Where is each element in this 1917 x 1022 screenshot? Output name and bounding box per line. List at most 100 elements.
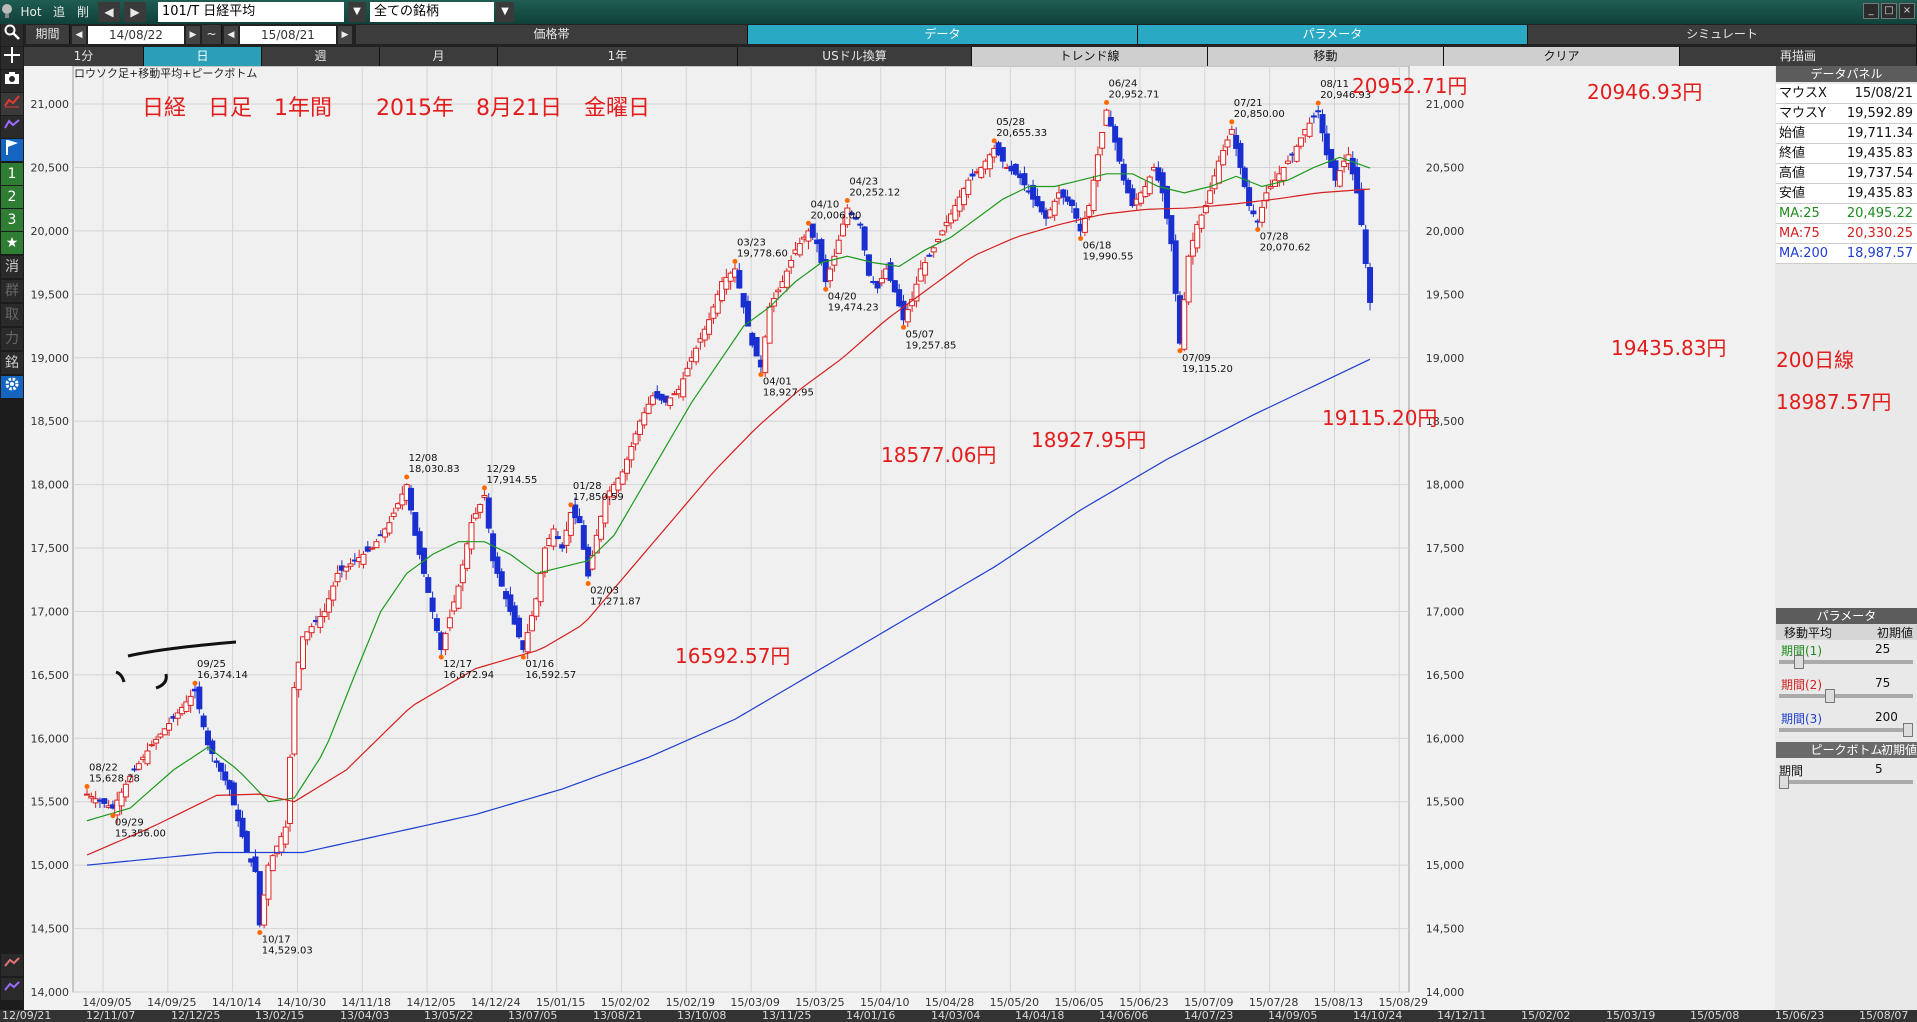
delete-button[interactable]: 削 — [76, 5, 89, 19]
candle-down — [416, 531, 423, 555]
chevron-down-icon[interactable]: ▼ — [496, 2, 514, 22]
candle-down — [425, 577, 432, 593]
ma-period-slider[interactable] — [1779, 655, 1913, 669]
candle-down — [1349, 157, 1356, 175]
line-chart-icon[interactable] — [1, 93, 23, 115]
candle-up — [114, 799, 121, 816]
panel-row-value: 20,495.22 — [1846, 206, 1913, 221]
trendline-button[interactable]: トレンド線 — [972, 47, 1208, 66]
date-navigator[interactable]: 12/09/21 12/11/07 12/12/25 13/02/15 13/04/03… — [0, 1010, 1917, 1022]
universe-select[interactable]: 全ての銘柄 — [370, 2, 494, 22]
search-icon[interactable] — [1, 24, 23, 46]
mini-indicator-icon[interactable] — [1, 978, 23, 1000]
candle-down — [511, 605, 518, 625]
candle-down — [1021, 173, 1028, 186]
peak-date-label: 06/24 — [1109, 79, 1138, 90]
candle-up — [796, 243, 803, 256]
next-arrow-icon[interactable]: ▶ — [124, 2, 146, 22]
navigator-date-label: 13/10/08 — [677, 1010, 727, 1022]
sidebar-item-erase[interactable]: 消 — [1, 256, 23, 278]
gear-icon[interactable] — [1, 376, 23, 398]
date-from-input[interactable]: 14/08/22 — [88, 26, 184, 44]
interval-monthly-button[interactable]: 月 — [380, 47, 498, 66]
candle-down — [887, 262, 894, 281]
panel-title: データパネル — [1776, 66, 1917, 82]
range-1year-button[interactable]: 1年 — [498, 47, 738, 66]
date-to-input[interactable]: 15/08/21 — [240, 26, 336, 44]
interval-1min-button[interactable]: 1分 — [24, 47, 144, 66]
ma-init-button[interactable]: 初期値 — [1876, 626, 1913, 640]
candle-down — [874, 280, 881, 289]
pb-period-slider[interactable] — [1779, 775, 1913, 789]
symbol-select[interactable]: 101/T 日経平均 — [158, 2, 344, 22]
add-button[interactable]: 追 — [52, 5, 65, 19]
tab-parameters[interactable]: パラメータ — [1138, 25, 1528, 44]
prev-arrow-icon[interactable]: ◀ — [72, 26, 86, 44]
main-annotation: 日経 日足 1年間 2015年 8月21日 金曜日 — [142, 96, 650, 121]
sidebar-item-2[interactable]: 2 — [1, 186, 23, 208]
close-icon[interactable]: × — [1899, 3, 1915, 19]
tab-simulate[interactable]: シミュレート — [1528, 25, 1917, 44]
interval-weekly-button[interactable]: 週 — [262, 47, 380, 66]
clear-button[interactable]: クリア — [1444, 47, 1680, 66]
sidebar-item-3[interactable]: 3 — [1, 209, 23, 231]
peak-date-label: 10/17 — [262, 935, 291, 946]
sidebar-item-group[interactable]: 群 — [1, 280, 23, 302]
candle-up — [719, 281, 726, 302]
prev-arrow-icon[interactable]: ◀ — [98, 2, 120, 22]
plot-area — [72, 66, 1410, 993]
candle-up — [118, 791, 125, 807]
camera-icon[interactable] — [1, 70, 23, 92]
slider-thumb[interactable] — [1794, 655, 1804, 669]
minimize-icon[interactable]: _ — [1863, 3, 1879, 19]
candle-down — [1241, 167, 1248, 188]
ma-period-slider[interactable] — [1779, 723, 1913, 737]
left-sidebar: 1 2 3 ★ 消 群 取 力 銘 — [0, 24, 24, 1022]
crosshair-icon[interactable] — [1, 47, 23, 69]
next-arrow-icon[interactable]: ▶ — [338, 26, 352, 44]
mini-chart-icon[interactable] — [1, 954, 23, 976]
peak-date-label: 04/20 — [828, 291, 857, 302]
peak-marker — [900, 324, 906, 330]
slider-thumb[interactable] — [1903, 723, 1913, 737]
ma-period-label: 期間(1) — [1781, 644, 1822, 658]
interval-daily-button[interactable]: 日 — [144, 47, 262, 66]
move-button[interactable]: 移動 — [1208, 47, 1444, 66]
prev-arrow-icon[interactable]: ◀ — [224, 26, 238, 44]
candlestick-chart[interactable]: 14/09/05 14/09/25 14/10/14 14/10/30 14/11/18… — [24, 66, 1775, 1010]
tab-data[interactable]: データ — [748, 25, 1138, 44]
redraw-button[interactable]: 再描画 — [1680, 47, 1917, 66]
sidebar-item-1[interactable]: 1 — [1, 163, 23, 185]
x-tick-label: 14/09/25 — [147, 996, 196, 1009]
slider-thumb[interactable] — [1779, 775, 1789, 789]
hot-button[interactable]: Hot — [20, 5, 42, 19]
indicator-chart-icon[interactable] — [1, 116, 23, 138]
sidebar-item-brand[interactable]: 銘 — [1, 352, 23, 374]
candle-down — [222, 771, 229, 781]
ma-label: 移動平均 — [1784, 626, 1833, 640]
next-arrow-icon[interactable]: ▶ — [186, 26, 200, 44]
candle-up — [567, 512, 574, 536]
tab-price-band[interactable]: 価格帯 — [356, 25, 748, 44]
sidebar-item-take[interactable]: 取 — [1, 304, 23, 326]
y-tick-label-right: 19,500 — [1426, 288, 1465, 301]
slider-thumb[interactable] — [1825, 689, 1835, 703]
star-icon[interactable]: ★ — [1, 232, 23, 254]
candle-up — [904, 309, 911, 323]
usd-convert-button[interactable]: USドル換算 — [738, 47, 972, 66]
y-tick-label-right: 14,000 — [1426, 986, 1465, 999]
x-tick-label: 15/01/15 — [536, 996, 585, 1009]
flag-icon[interactable] — [1, 139, 23, 161]
candle-up — [464, 543, 471, 569]
candle-down — [243, 831, 250, 853]
bulb-icon[interactable] — [0, 2, 14, 22]
sidebar-item-power[interactable]: 力 — [1, 328, 23, 350]
chevron-down-icon[interactable]: ▼ — [348, 2, 366, 22]
pb-init-button[interactable]: 初期値 — [1880, 743, 1917, 757]
peak-date-label: 04/10 — [810, 199, 839, 210]
chart-area[interactable]: 14/09/05 14/09/25 14/10/14 14/10/30 14/11/18… — [24, 66, 1775, 1022]
ma-period-slider[interactable] — [1779, 689, 1913, 703]
maximize-icon[interactable]: □ — [1881, 3, 1897, 19]
candle-up — [835, 239, 842, 254]
candle-down — [485, 497, 492, 529]
